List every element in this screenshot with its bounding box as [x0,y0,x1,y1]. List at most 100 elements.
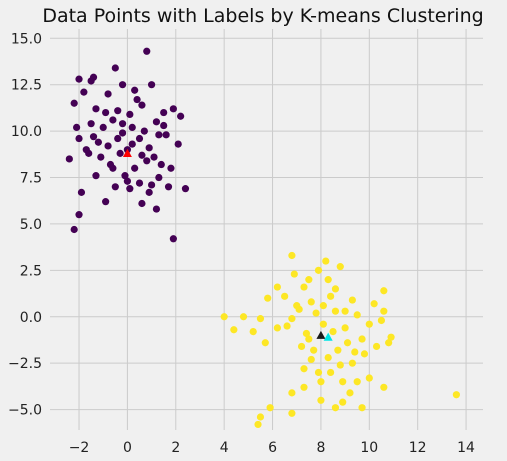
data-point-cluster-1 [293,302,301,310]
data-point-cluster-0 [162,131,170,139]
x-tick-label: 8 [316,440,325,456]
data-point-cluster-0 [65,155,73,163]
data-point-cluster-0 [160,108,168,117]
data-points [65,47,460,429]
data-point-cluster-1 [256,315,265,323]
centroids [122,148,333,341]
data-point-cluster-0 [145,144,153,152]
data-point-cluster-1 [261,339,269,347]
data-point-cluster-0 [123,177,132,185]
data-point-cluster-1 [385,339,393,347]
data-point-cluster-1 [380,287,388,295]
data-point-cluster-0 [111,64,119,72]
data-point-cluster-1 [305,335,313,343]
data-point-cluster-0 [70,99,78,107]
data-point-cluster-0 [80,88,88,96]
data-point-cluster-1 [331,307,340,315]
data-point-cluster-1 [266,404,274,412]
data-point-cluster-0 [157,160,165,169]
data-point-cluster-1 [319,302,327,310]
data-point-cluster-1 [314,266,323,274]
data-point-cluster-1 [297,342,306,351]
data-point-cluster-1 [331,285,340,293]
data-point-cluster-1 [273,324,281,332]
data-point-cluster-1 [336,263,344,271]
data-point-cluster-1 [348,359,356,367]
centroid-marker-2 [323,332,333,341]
data-point-cluster-0 [152,205,161,213]
data-point-cluster-0 [155,131,163,139]
data-point-cluster-1 [256,413,265,421]
y-tick-label: 15.0 [11,31,42,47]
chart-title: Data Points with Labels by K-means Clust… [42,5,483,27]
data-point-cluster-0 [118,129,127,137]
data-point-cluster-1 [341,307,349,315]
data-point-cluster-0 [70,225,78,234]
data-point-cluster-1 [322,257,330,265]
data-point-cluster-0 [181,185,190,193]
data-point-cluster-1 [343,339,352,347]
data-point-cluster-1 [288,315,296,323]
y-tick-label: −2.5 [8,356,42,372]
data-point-cluster-0 [109,164,117,172]
data-point-cluster-0 [121,172,129,180]
x-tick-label: 0 [123,440,132,456]
x-tick-label: 4 [220,440,229,456]
data-point-cluster-1 [324,353,332,362]
data-point-cluster-0 [135,179,144,187]
data-point-cluster-1 [348,296,356,304]
data-point-cluster-1 [365,374,373,382]
data-point-cluster-0 [118,120,127,128]
data-point-cluster-1 [283,322,291,330]
data-point-cluster-0 [82,146,90,154]
data-point-cluster-0 [177,112,185,120]
data-point-cluster-0 [116,149,124,157]
data-point-cluster-1 [300,383,308,391]
y-tick-label: 7.5 [20,171,42,187]
data-point-cluster-1 [370,300,378,308]
data-point-cluster-1 [387,333,395,341]
data-point-cluster-0 [77,188,86,196]
data-point-cluster-1 [254,420,262,429]
data-point-cluster-1 [264,294,272,302]
data-point-cluster-0 [104,142,112,150]
data-point-cluster-1 [339,398,347,406]
data-point-cluster-0 [174,140,182,148]
data-point-cluster-1 [288,409,296,417]
data-point-cluster-0 [128,140,136,148]
data-point-cluster-1 [380,383,388,391]
data-point-cluster-0 [111,183,119,191]
data-point-cluster-1 [452,391,460,399]
data-point-cluster-0 [104,90,112,98]
data-point-cluster-0 [150,153,158,161]
data-point-cluster-1 [300,283,308,291]
data-point-cluster-1 [360,350,369,358]
y-tick-label: 2.5 [20,263,42,279]
data-point-cluster-0 [145,188,153,196]
data-point-cluster-0 [167,164,175,172]
data-point-cluster-1 [324,276,332,284]
y-tick-label: 12.5 [11,78,42,94]
data-point-cluster-0 [102,198,110,206]
data-point-cluster-1 [239,313,248,321]
data-point-cluster-1 [353,378,361,386]
data-point-cluster-0 [140,127,148,135]
data-point-cluster-0 [164,183,173,191]
data-point-cluster-0 [75,211,83,219]
data-point-cluster-1 [358,335,366,343]
x-axis-ticks: −2 0 2 4 6 8 10 12 14 [69,440,475,456]
data-point-cluster-1 [319,320,327,328]
data-point-cluster-1 [307,355,315,364]
data-point-cluster-1 [307,298,315,306]
data-point-cluster-0 [75,134,83,143]
data-point-cluster-1 [336,361,344,369]
data-point-cluster-1 [380,307,388,315]
data-point-cluster-0 [131,164,139,172]
data-point-cluster-1 [288,251,296,260]
x-tick-label: −2 [69,440,90,456]
data-point-cluster-1 [329,328,337,336]
data-point-cluster-1 [351,348,359,356]
data-point-cluster-1 [290,270,298,278]
data-point-cluster-0 [155,173,163,182]
data-point-cluster-1 [230,326,238,334]
